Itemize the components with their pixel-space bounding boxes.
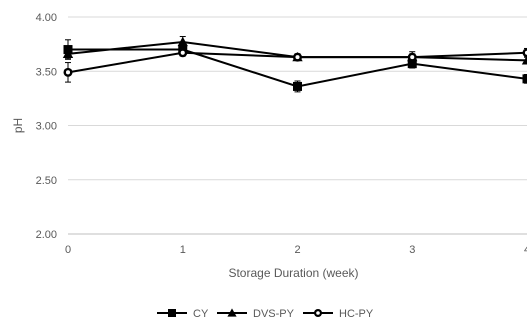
x-tick-label: 1 <box>180 244 186 256</box>
data-point-hc-py <box>293 52 302 62</box>
data-point-cy <box>293 81 302 91</box>
legend: CY DVS-PY HC-PY <box>157 308 374 320</box>
y-tick-label: 3.50 <box>36 66 57 78</box>
data-point-dvs-py <box>62 48 74 59</box>
legend-label-cy: CY <box>193 308 209 320</box>
legend-item-cy: CY <box>157 308 209 320</box>
x-tick-label: 2 <box>294 244 300 256</box>
y-axis-title: pH <box>11 118 25 133</box>
data-point-hc-py-inner <box>180 50 185 55</box>
x-axis-title: Storage Duration (week) <box>228 266 358 280</box>
series-hc-py <box>63 47 527 83</box>
x-tick-label: 0 <box>65 244 71 256</box>
data-point-dvs-py <box>177 36 188 47</box>
legend-label-hc-py: HC-PY <box>339 308 374 320</box>
data-point-hc-py <box>522 48 527 58</box>
y-axis-tick-labels: 2.00 2.50 3.00 3.50 4.00 <box>36 12 57 241</box>
data-point-hc-py <box>407 52 417 62</box>
legend-item-hc-py: HC-PY <box>303 308 374 320</box>
gridlines <box>68 16 527 181</box>
data-point-cy <box>407 59 417 69</box>
legend-marker-cy <box>168 309 176 317</box>
data-point-hc-py <box>63 67 73 77</box>
series-layer <box>62 36 527 93</box>
x-axis-tick-labels: 0 1 2 3 4 <box>65 244 527 256</box>
legend-marker-hc-py-inner <box>316 311 320 315</box>
legend-marker-hc-py <box>314 309 322 317</box>
data-point-hc-py <box>178 48 188 58</box>
y-tick-label: 3.00 <box>36 121 57 133</box>
data-point-cy <box>522 74 527 84</box>
x-tick-label: 3 <box>409 244 415 256</box>
data-point-hc-py-inner <box>65 70 71 75</box>
legend-item-dvs-py: DVS-PY <box>217 308 295 320</box>
data-point-hc-py-inner <box>410 55 415 60</box>
data-point-hc-py-inner <box>524 50 527 55</box>
y-tick-label: 2.50 <box>36 175 57 187</box>
legend-marker-dvs-py <box>227 308 237 317</box>
y-tick-label: 2.00 <box>36 229 57 241</box>
x-tick-label: 4 <box>524 244 527 256</box>
legend-label-dvs-py: DVS-PY <box>253 308 295 320</box>
data-point-dvs-py <box>521 55 527 65</box>
data-point-hc-py-inner <box>295 55 300 60</box>
data-point-hc-py-outer <box>522 48 527 58</box>
y-tick-label: 4.00 <box>36 12 57 24</box>
